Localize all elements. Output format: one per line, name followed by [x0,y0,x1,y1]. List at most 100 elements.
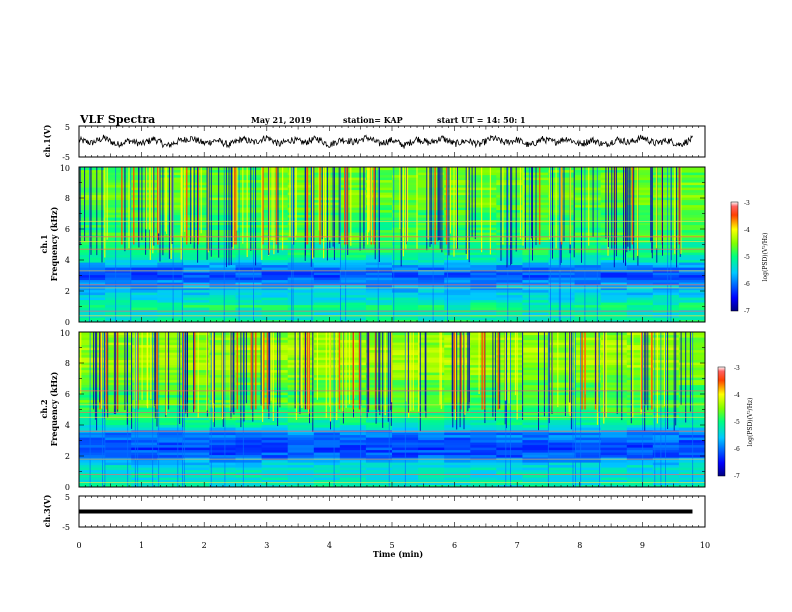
spectrogram-cell [209,224,237,228]
spectrogram-cell [652,252,680,256]
spectrogram-streak [186,167,188,245]
spectrogram-cell [418,382,445,386]
spectrogram-cell [652,287,680,291]
spectrogram-cell [235,384,263,388]
spectrogram-cell [574,404,602,408]
spectrogram-cell [105,344,132,348]
ch2-spectrogram-ticks [78,331,706,488]
spectrogram-cell [105,347,132,351]
spectrogram-cell [444,412,471,416]
spectrogram-cell [235,352,263,356]
spectrogram-cell [183,359,210,363]
spectrogram-cell [183,244,210,248]
spectrogram-streak [147,332,149,409]
spectrogram-cell [209,289,237,293]
spectrogram-cell [261,207,289,211]
spectrogram-cell [522,419,550,423]
spectrogram-cell [131,374,158,378]
spectrogram-cell [235,179,263,183]
spectrogram-cell [235,229,263,233]
spectrogram-cell [365,459,393,463]
spectrogram-cell [235,187,263,191]
spectrogram-cell [418,349,445,353]
spectrogram-cell [261,407,289,411]
spectrogram-cell [444,399,471,403]
spectrogram-cell [157,267,184,271]
spectrogram-cell [79,372,106,376]
spectrogram-cell [157,299,184,303]
spectrogram-streak [230,332,232,419]
spectrogram-cell [418,334,445,338]
spectrogram-cell [79,222,106,226]
spectrogram-cell [626,337,654,341]
spectrogram-cell [287,217,315,221]
spectrogram-streak [363,167,365,249]
spectrogram-cell [444,464,471,468]
spectrogram-streak [193,332,195,413]
spectrogram-cell [418,352,445,356]
spectrogram-cell [548,452,576,456]
spectrogram-streak [644,332,646,432]
spectrogram-cell [652,197,680,201]
spectrogram-cell [496,407,523,411]
spectrogram-cell [261,292,289,296]
spectrogram-cell [105,304,132,308]
spectrogram-cell [365,289,393,293]
spectrogram-cell [548,337,576,341]
spectrogram-cell [131,229,158,233]
spectrogram-cell [522,472,550,476]
ch1-cbtick-m7: -7 [744,308,750,315]
spectrogram-cell [522,262,550,266]
spectrogram-cell [600,484,628,487]
spectrogram-cell [235,334,263,338]
spectrogram-cell [105,297,132,301]
spectrogram-cell [652,222,680,226]
spectrogram-cell [548,342,576,346]
spectrogram-cell [183,304,210,308]
spectrogram-cell [339,452,367,456]
spectrogram-cell [470,242,497,246]
spectrogram-cell [157,464,184,468]
spectrogram-cell [261,177,289,181]
spectrogram-cell [470,352,497,356]
spectrogram-cell [79,447,106,451]
spectrogram-cell [79,357,106,361]
spectrogram-cell [470,217,497,221]
spectrogram-cell [157,472,184,476]
spectrogram-cell [287,174,315,178]
spectrogram-cell [313,474,341,478]
spectrogram-cell [183,242,210,246]
spectrogram-cell [261,264,289,268]
spectrogram-streak [388,332,390,487]
spectrogram-cell [678,419,705,423]
spectrogram-cell [79,392,106,396]
spectrogram-cell [600,432,628,436]
spectrogram-cell [287,414,315,418]
spectrogram-cell [678,372,705,376]
spectrogram-cell [209,459,237,463]
spectrogram-cell [548,434,576,438]
spectrogram-streak [640,332,642,414]
spectrogram-cell [287,259,315,263]
spectrogram-cell [261,237,289,241]
spectrogram-cell [235,294,263,298]
spectrogram-cell [235,357,263,361]
spectrogram-cell [261,182,289,186]
spectrogram-cell [678,452,705,456]
spectrogram-cell [183,339,210,343]
start-time-label: start UT = 14: 50: 1 [437,115,526,125]
spectrogram-cell [183,214,210,218]
spectrogram-cell [183,364,210,368]
spectrogram-streak [464,332,466,415]
spectrogram-streak [502,167,504,245]
spectrogram-cell [339,252,367,256]
spectrogram-cell [392,282,419,286]
spectrogram-cell [392,299,419,303]
spectrogram-streak [377,167,379,322]
spectrogram-cell [105,439,132,443]
spectrogram-cell [313,364,341,368]
spectrogram-cell [209,317,237,321]
spectrogram-cell [392,272,419,276]
spectrogram-cell [626,177,654,181]
spectrogram-cell [287,192,315,196]
